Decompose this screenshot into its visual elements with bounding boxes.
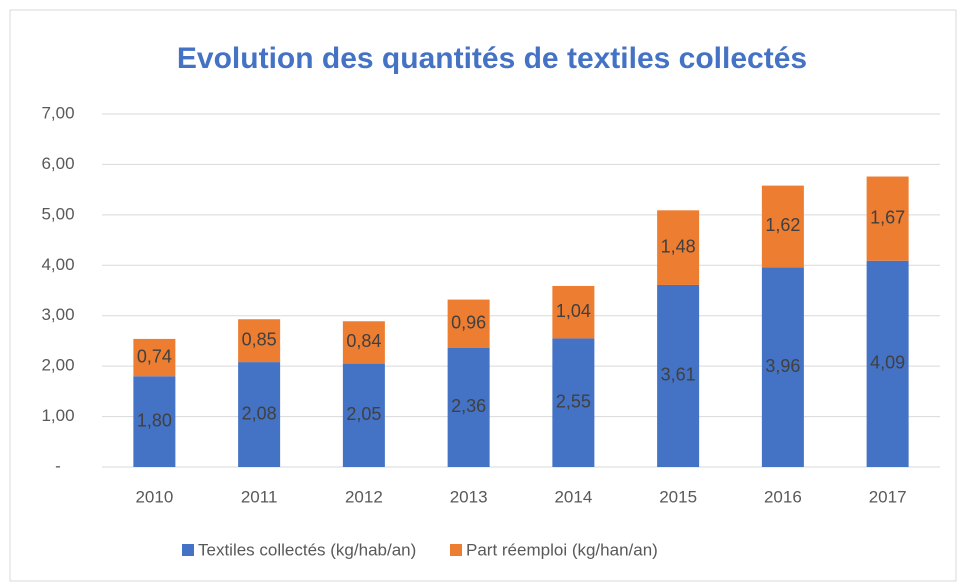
data-label: 2,55 [556,391,591,411]
legend-label: Part réemploi (kg/han/an) [466,540,658,559]
y-tick-label: 4,00 [41,255,74,274]
data-label: 1,04 [556,301,591,321]
data-label: 1,80 [137,410,172,430]
data-label: 2,05 [346,404,381,424]
y-tick-label: 3,00 [41,305,74,324]
bar-segment [761,185,804,268]
bar-segment [133,338,176,377]
x-tick-label: 2011 [241,487,278,506]
bar-segment [866,260,909,467]
y-tick-label: 7,00 [41,103,74,122]
bar-segment [238,319,281,363]
x-tick-label: 2013 [450,487,488,506]
bar-segment [238,362,281,467]
bar-segment [552,285,595,339]
y-tick-label: 6,00 [41,154,74,173]
bar-segment [552,338,595,467]
data-label: 2,36 [451,396,486,416]
x-tick-label: 2012 [345,487,383,506]
bar-segment [761,267,804,467]
y-tick-label: 5,00 [41,204,74,223]
bar-segment [657,284,700,467]
bar-segment [342,363,385,467]
bar-segment [866,176,909,261]
bar-segment [447,299,490,348]
y-tick-label: 1,00 [41,406,74,425]
x-tick-label: 2014 [554,487,592,506]
legend-swatch [182,544,194,556]
x-tick-label: 2015 [659,487,697,506]
data-label: 0,96 [451,313,486,333]
data-label: 0,84 [346,331,381,351]
bar-segment [133,376,176,467]
legend-label: Textiles collectés (kg/hab/an) [198,540,416,559]
data-label: 2,08 [242,403,277,423]
x-tick-label: 2010 [135,487,173,506]
y-tick-label: 2,00 [41,356,74,375]
data-label: 0,74 [137,346,172,366]
data-label: 3,96 [765,356,800,376]
data-label: 0,85 [242,329,277,349]
bar-segment [447,347,490,467]
x-tick-label: 2017 [869,487,907,506]
data-label: 1,67 [870,207,905,227]
data-label: 4,09 [870,353,905,373]
data-label: 1,48 [661,236,696,256]
data-label: 3,61 [661,365,696,385]
bar-segment [657,210,700,285]
y-tick-label: - [55,456,61,475]
data-label: 1,62 [765,215,800,235]
x-tick-label: 2016 [764,487,802,506]
chart-title: Evolution des quantités de textiles coll… [177,42,807,75]
legend-swatch [450,544,462,556]
bar-segment [342,321,385,364]
